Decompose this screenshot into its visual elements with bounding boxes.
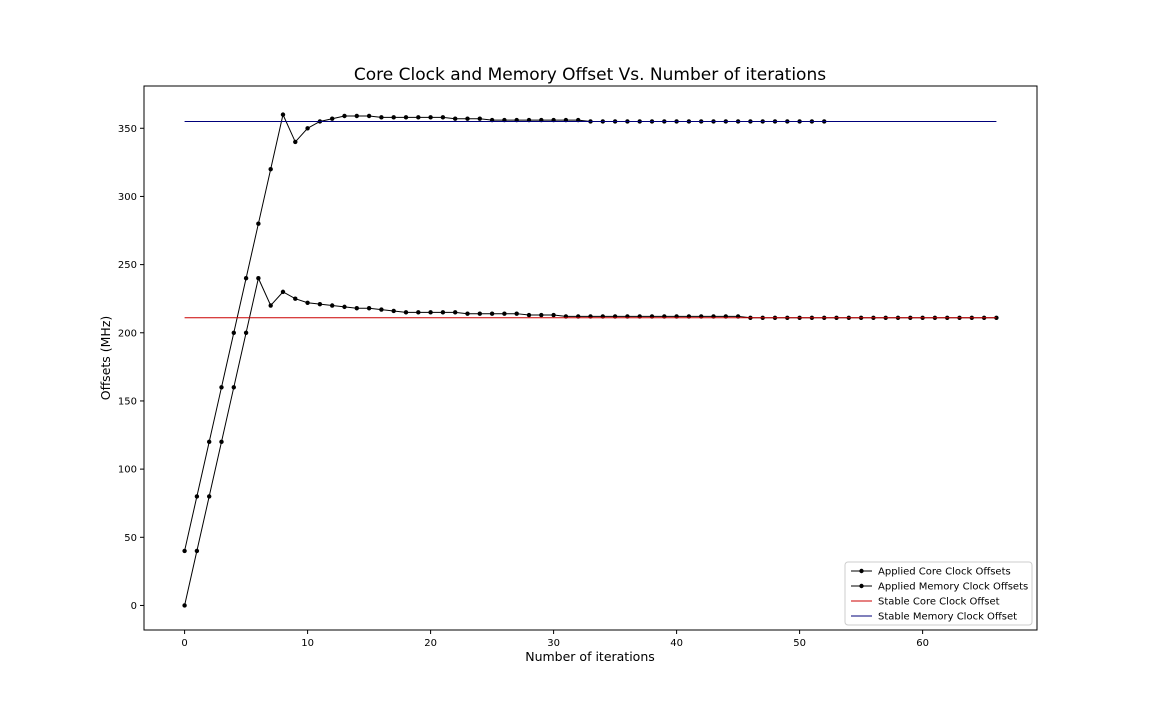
- data-point: [219, 385, 224, 390]
- data-point: [354, 113, 359, 119]
- data-point: [354, 306, 359, 311]
- legend-label: Stable Memory Clock Offset: [878, 612, 1017, 623]
- data-point: [268, 303, 273, 308]
- data-point: [489, 311, 495, 316]
- data-point: [416, 115, 421, 120]
- data-point: [465, 311, 470, 316]
- data-point: [268, 166, 273, 172]
- legend-marker: [859, 583, 864, 589]
- chart-title: Core Clock and Memory Offset Vs. Number …: [354, 65, 826, 85]
- data-point: [428, 115, 433, 120]
- y-tick-label: 0: [131, 601, 137, 612]
- data-point: [256, 276, 261, 281]
- data-point: [206, 494, 212, 499]
- data-point: [514, 311, 519, 316]
- data-point: [366, 306, 372, 311]
- legend: Applied Core Clock Offsets Applied Memory…: [844, 561, 1033, 626]
- data-point: [453, 116, 458, 121]
- y-tick-label: 300: [118, 192, 137, 203]
- data-point: [477, 311, 482, 316]
- data-point: [391, 115, 396, 120]
- data-point: [440, 310, 446, 315]
- data-point: [231, 330, 236, 335]
- data-point: [231, 385, 236, 390]
- y-axis: 0 50 100 150 200 250 300 350: [118, 124, 144, 612]
- data-point: [440, 115, 446, 120]
- legend-label: Stable Core Clock Offset: [878, 597, 1000, 608]
- data-point: [526, 312, 532, 318]
- y-tick-label: 150: [118, 396, 137, 407]
- data-point: [243, 276, 249, 281]
- y-tick-label: 50: [124, 533, 137, 544]
- data-point: [403, 115, 409, 120]
- data-point: [194, 494, 200, 499]
- data-point: [293, 139, 298, 145]
- data-point: [551, 312, 556, 318]
- legend-marker: [859, 568, 864, 574]
- y-axis-label: Offsets (MHz): [98, 316, 113, 401]
- x-tick-label: 0: [181, 638, 187, 649]
- data-point: [280, 289, 286, 295]
- data-point: [206, 439, 212, 445]
- y-tick-label: 250: [118, 260, 137, 271]
- data-point: [280, 112, 286, 117]
- data-point: [465, 116, 470, 121]
- x-tick-label: 10: [301, 638, 314, 649]
- x-tick-label: 50: [793, 638, 806, 649]
- data-point: [453, 310, 458, 315]
- x-axis-label: Number of iterations: [525, 649, 655, 664]
- data-point: [329, 303, 335, 308]
- plot-area: [143, 85, 1038, 631]
- data-point: [293, 296, 298, 301]
- x-axis: 0 10 20 30 40 50 60: [181, 630, 929, 649]
- x-tick-label: 40: [670, 638, 683, 649]
- data-point: [305, 300, 310, 305]
- data-point: [342, 304, 347, 310]
- x-tick-label: 60: [916, 638, 929, 649]
- x-tick-label: 30: [547, 638, 560, 649]
- data-point: [256, 221, 261, 226]
- y-tick-label: 100: [118, 465, 137, 476]
- data-point: [243, 330, 249, 335]
- data-point: [502, 311, 507, 316]
- data-point: [182, 603, 187, 608]
- data-point: [194, 548, 200, 554]
- x-tick-label: 20: [424, 638, 437, 649]
- data-point: [317, 301, 323, 307]
- y-tick-label: 200: [118, 328, 137, 339]
- legend-label: Applied Memory Clock Offsets: [878, 582, 1028, 593]
- data-point: [428, 310, 433, 315]
- data-point: [403, 310, 409, 315]
- data-point: [342, 113, 347, 119]
- data-point: [477, 116, 482, 121]
- data-point: [391, 308, 396, 314]
- data-point: [416, 310, 421, 315]
- data-point: [539, 312, 544, 318]
- legend-label: Applied Core Clock Offsets: [878, 567, 1011, 578]
- data-point: [329, 116, 335, 121]
- y-tick-label: 350: [118, 124, 137, 135]
- data-point: [366, 113, 372, 119]
- data-point: [379, 115, 384, 120]
- data-point: [182, 548, 187, 554]
- series-layer: [182, 112, 999, 608]
- data-point: [379, 307, 384, 312]
- legend-box: [844, 561, 1033, 626]
- data-point: [219, 439, 224, 445]
- data-point: [305, 126, 310, 131]
